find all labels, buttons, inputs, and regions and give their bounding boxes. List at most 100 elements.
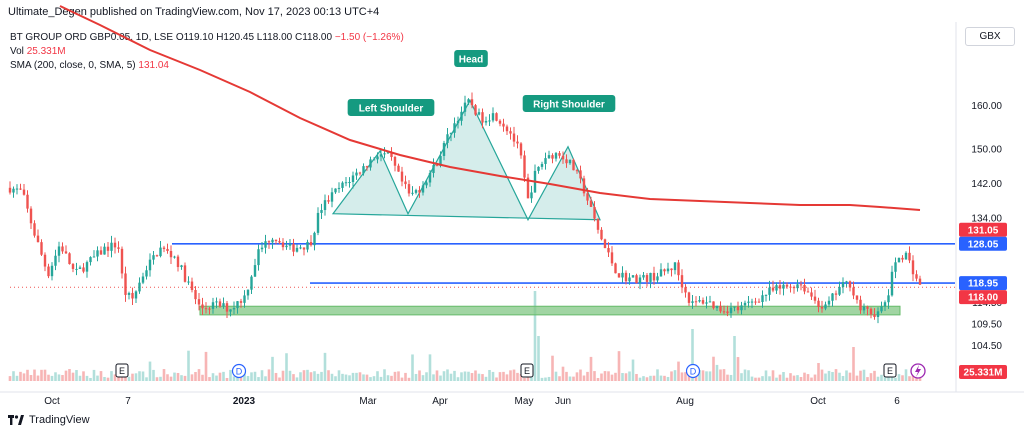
tradingview-logo-icon bbox=[8, 415, 24, 425]
volume-bar-82 bbox=[295, 377, 299, 381]
legend-ohlc: O119.10 H120.45 L118.00 C118.00 bbox=[175, 32, 333, 43]
candle-body-26 bbox=[99, 250, 103, 255]
volume-bar-74 bbox=[267, 369, 271, 381]
volume-bar-170 bbox=[603, 371, 607, 381]
currency-button[interactable]: GBX bbox=[965, 27, 1015, 46]
horizontal-levels-layer bbox=[10, 242, 955, 288]
candle-body-31 bbox=[117, 247, 120, 249]
candle-body-108 bbox=[386, 152, 390, 154]
volume-bar-67 bbox=[243, 371, 246, 381]
legend-vol-label[interactable]: Vol bbox=[10, 46, 24, 57]
volume-bar-245 bbox=[866, 377, 869, 381]
candle-body-112 bbox=[400, 171, 404, 182]
candle-body-67 bbox=[243, 295, 246, 303]
candle-body-51 bbox=[187, 281, 190, 283]
candle-body-201 bbox=[712, 301, 715, 309]
candle-body-68 bbox=[246, 289, 250, 296]
candle-body-118 bbox=[421, 185, 425, 193]
volume-bar-225 bbox=[796, 375, 799, 381]
volume-bar-15 bbox=[61, 375, 64, 381]
volume-bar-190 bbox=[673, 370, 677, 381]
date-tick-3: Mar bbox=[359, 396, 377, 407]
time-axis[interactable]: Oct 7 2023 Mar Apr May Jun Aug Oct 6 bbox=[0, 391, 1024, 407]
volume-bar-155 bbox=[551, 355, 554, 381]
volume-bar-34 bbox=[127, 376, 131, 381]
pattern-label-bg-1 bbox=[454, 50, 488, 67]
candle-body-148 bbox=[526, 177, 530, 199]
candle-body-23 bbox=[89, 257, 92, 263]
volume-bar-178 bbox=[631, 359, 635, 381]
candle-body-30 bbox=[113, 242, 117, 248]
volume-bar-129 bbox=[460, 372, 463, 381]
dividend-marker-circle-3 bbox=[685, 363, 701, 379]
earnings-marker-text-2: E bbox=[524, 366, 530, 376]
volume-bar-147 bbox=[523, 377, 526, 381]
candle-body-57 bbox=[208, 308, 211, 310]
volume-bar-11 bbox=[47, 374, 50, 381]
volume-bar-69 bbox=[250, 372, 253, 381]
price-tick-0: 160.00 bbox=[971, 101, 1002, 112]
volume-bar-220 bbox=[778, 374, 782, 381]
candle-body-146 bbox=[519, 143, 523, 156]
volume-bar-176 bbox=[624, 373, 628, 381]
candle-body-251 bbox=[887, 295, 890, 303]
candle-body-113 bbox=[404, 181, 407, 185]
candle-body-214 bbox=[757, 301, 761, 303]
volume-bar-32 bbox=[120, 374, 124, 381]
volume-bar-180 bbox=[638, 377, 642, 381]
legend-sma-label[interactable]: SMA (200, close, 0, SMA, 5) bbox=[10, 60, 136, 71]
volume-bar-204 bbox=[722, 369, 726, 381]
volume-bar-166 bbox=[589, 356, 593, 381]
volume-bar-70 bbox=[253, 371, 257, 381]
pattern-label-text-2: Right Shoulder bbox=[533, 100, 605, 111]
volume-bar-252 bbox=[890, 376, 894, 381]
candle-body-238 bbox=[841, 282, 845, 288]
volume-bar-140 bbox=[498, 372, 502, 381]
volume-bar-212 bbox=[750, 376, 754, 381]
price-tag-bg-2 bbox=[959, 276, 1007, 291]
candle-body-50 bbox=[183, 265, 187, 282]
candle-body-260 bbox=[918, 278, 922, 285]
candle-body-114 bbox=[407, 184, 411, 194]
candle-body-161 bbox=[572, 159, 575, 171]
volume-bar-208 bbox=[736, 357, 740, 381]
candle-body-244 bbox=[862, 306, 866, 311]
candle-body-167 bbox=[593, 206, 596, 219]
candle-body-74 bbox=[267, 241, 271, 243]
candle-body-80 bbox=[288, 243, 292, 246]
sma-layer bbox=[59, 5, 921, 211]
candle-body-227 bbox=[803, 284, 806, 292]
candle-body-162 bbox=[575, 170, 579, 172]
price-tag-0: 131.05 bbox=[959, 222, 1007, 237]
legend-title[interactable]: BT GROUP ORD GBP0.05, 1D, LSE bbox=[10, 32, 174, 43]
volume-bar-189 bbox=[670, 371, 673, 381]
pattern-label-bg-2 bbox=[522, 95, 616, 112]
volume-bar-87 bbox=[313, 371, 316, 381]
volume-bar-191 bbox=[677, 361, 680, 381]
volume-bar-210 bbox=[743, 369, 747, 381]
price-tag-bg-1 bbox=[959, 236, 1007, 251]
candle-body-63 bbox=[229, 309, 232, 312]
volume-bar-107 bbox=[383, 369, 386, 381]
dividend-marker-text-3: D bbox=[690, 367, 697, 377]
candle-body-211 bbox=[747, 301, 750, 303]
volume-bar-223 bbox=[789, 373, 792, 381]
price-axis[interactable]: 160.00150.00142.00134.00128.00114.50109.… bbox=[955, 22, 1002, 392]
candle-body-241 bbox=[852, 287, 855, 296]
candle-body-192 bbox=[680, 275, 684, 288]
price-tag-text-1: 128.05 bbox=[968, 239, 999, 250]
candle-body-216 bbox=[764, 294, 768, 296]
volume-bar-42 bbox=[155, 377, 159, 381]
candle-body-77 bbox=[278, 241, 281, 243]
candle-body-204 bbox=[722, 311, 726, 313]
volume-bar-167 bbox=[593, 371, 596, 381]
candle-body-221 bbox=[782, 284, 785, 289]
volume-bar-239 bbox=[845, 370, 848, 381]
volume-bar-123 bbox=[439, 375, 442, 381]
candle-body-73 bbox=[264, 241, 267, 248]
candle-body-242 bbox=[855, 295, 859, 300]
volume-bar-244 bbox=[862, 369, 866, 381]
candle-body-0 bbox=[8, 187, 12, 193]
